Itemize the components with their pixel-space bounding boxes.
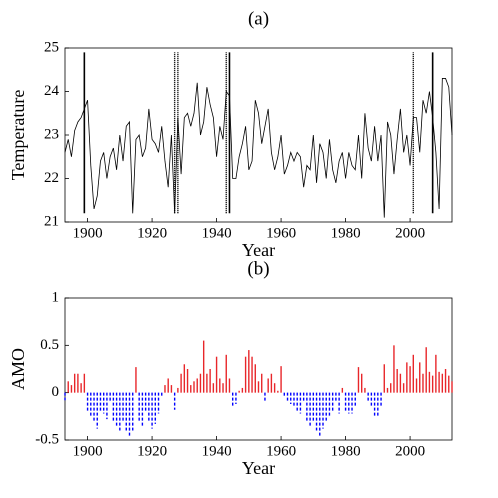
x-tick-label: 1900 <box>73 225 103 241</box>
y-tick-label: 21 <box>44 213 59 229</box>
y-axis-label: Temperature <box>8 90 28 181</box>
x-tick-label: 1980 <box>331 443 361 459</box>
x-tick-label: 2000 <box>395 443 425 459</box>
x-tick-label: 1920 <box>137 443 167 459</box>
x-axis-label: Year <box>242 240 275 260</box>
temperature-line <box>64 78 453 218</box>
x-axis-label: Year <box>242 458 275 478</box>
x-tick-label: 1960 <box>266 443 296 459</box>
panel-title: (a) <box>248 8 269 29</box>
y-axis-label: AMO <box>8 348 28 390</box>
x-tick-label: 1940 <box>202 225 232 241</box>
x-tick-label: 1920 <box>137 225 167 241</box>
x-tick-label: 2000 <box>395 225 425 241</box>
y-tick-label: 23 <box>44 126 59 142</box>
y-tick-label: 0 <box>52 384 60 400</box>
y-tick-label: 1 <box>52 289 60 305</box>
x-tick-label: 1980 <box>331 225 361 241</box>
y-tick-label: 24 <box>44 83 60 99</box>
plot-frame <box>64 297 453 441</box>
y-tick-label: 22 <box>44 170 59 186</box>
y-tick-label: -0.5 <box>35 431 59 447</box>
y-tick-label: 0.5 <box>40 337 59 353</box>
panel-title: (b) <box>247 258 269 279</box>
y-tick-label: 25 <box>44 39 59 55</box>
x-tick-label: 1940 <box>202 443 232 459</box>
x-tick-label: 1900 <box>73 443 103 459</box>
plot-frame <box>64 47 453 223</box>
x-tick-label: 1960 <box>266 225 296 241</box>
